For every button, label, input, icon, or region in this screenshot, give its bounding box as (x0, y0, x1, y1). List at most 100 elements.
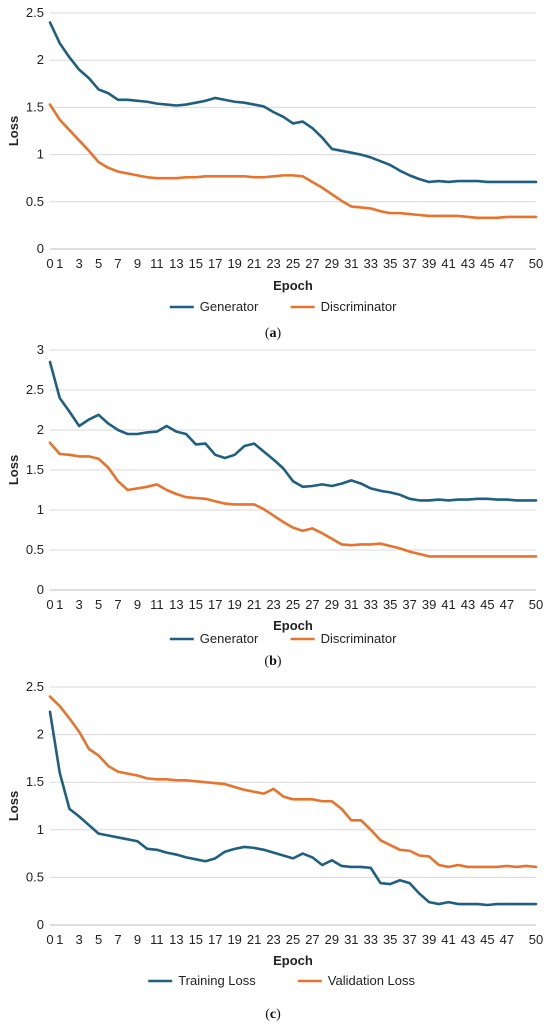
chart-panel-b: 0 0.5 1 1.5 2 2.5 3 0 1 3 5 7 9 11 13 15 17 19 21 23 25 27 29 3… (0, 340, 550, 670)
x-tick-label: 0 (46, 256, 53, 271)
x-tick-label: 29 (325, 597, 339, 612)
legend-label: Training Loss (178, 973, 256, 988)
x-tick-label: 23 (266, 597, 280, 612)
x-tick-label: 45 (480, 932, 494, 947)
x-tick-label: 33 (364, 932, 378, 947)
x-tick-label: 25 (286, 932, 300, 947)
x-tick-label: 15 (189, 932, 203, 947)
y-tick-label: 2.5 (26, 382, 44, 397)
x-tick-label: 23 (266, 932, 280, 947)
y-tick-label: 0 (37, 241, 44, 256)
x-tick-label: 17 (208, 597, 222, 612)
chart-panel-c: 0 0.5 1 1.5 2 2.5 0 1 3 5 7 9 11 13 15 17 19 21 23 25 27 29 31… (0, 670, 550, 1026)
series-line-validation-loss (48, 695, 538, 869)
x-tick-label: 45 (480, 597, 494, 612)
x-tick-label: 33 (364, 256, 378, 271)
y-tick-label: 2.5 (26, 5, 44, 20)
x-tick-label: 39 (422, 256, 436, 271)
y-axis-title: Loss (6, 455, 21, 485)
x-axis-title: Epoch (273, 953, 313, 968)
x-tick-label: 0 (46, 597, 53, 612)
x-tick-label: 50 (529, 597, 543, 612)
chart-b-svg: 00.511.522.530 1 3 5 7 9 11 13 15 17 19 21 23 25 27 29 3… (6, 342, 543, 669)
x-tick-label: 1 (56, 597, 63, 612)
x-tick-label: 11 (150, 932, 164, 947)
x-tick-label: 5 (95, 256, 102, 271)
x-tick-label: 50 (529, 256, 543, 271)
x-tick-label: 11 (150, 256, 164, 271)
y-tick-label: 3 (37, 342, 44, 357)
y-tick-label: 2.5 (26, 679, 44, 694)
x-tick-label: 37 (402, 932, 416, 947)
x-tick-label: 19 (227, 256, 241, 271)
x-tick-label: 50 (529, 932, 543, 947)
series-line-discriminator (48, 441, 538, 558)
x-tick-label: 13 (169, 932, 183, 947)
y-tick-label: 0.5 (26, 869, 44, 884)
x-tick-label: 41 (441, 932, 455, 947)
x-tick-label: 31 (344, 597, 358, 612)
y-tick-label: 2 (37, 52, 44, 67)
x-axis-title: Epoch (273, 278, 313, 293)
x-tick-label: 9 (134, 597, 141, 612)
y-tick-label: 2 (37, 727, 44, 742)
x-tick-label: 7 (114, 256, 121, 271)
series-line-generator (48, 360, 538, 502)
y-tick-label: 1 (37, 822, 44, 837)
y-tick-label: 1.5 (26, 99, 44, 114)
x-tick-label: 37 (402, 597, 416, 612)
x-tick-label: 29 (325, 256, 339, 271)
x-tick-label: 9 (134, 932, 141, 947)
x-tick-label: 3 (76, 932, 83, 947)
x-tick-label: 21 (247, 932, 261, 947)
x-tick-label: 31 (344, 932, 358, 947)
x-tick-label: 27 (305, 597, 319, 612)
x-tick-label: 5 (95, 597, 102, 612)
x-tick-label: 9 (134, 256, 141, 271)
x-tick-label: 33 (364, 597, 378, 612)
figure-caption: (b) (264, 654, 281, 669)
y-tick-label: 1.5 (26, 774, 44, 789)
x-tick-label: 19 (227, 597, 241, 612)
x-tick-label: 39 (422, 932, 436, 947)
figure-caption: (a) (265, 326, 282, 340)
x-tick-label: 7 (114, 932, 121, 947)
x-tick-label: 25 (286, 597, 300, 612)
y-tick-label: 0.5 (26, 194, 44, 209)
y-axis-title: Loss (6, 791, 21, 821)
x-tick-label: 39 (422, 597, 436, 612)
x-tick-label: 5 (95, 932, 102, 947)
x-tick-label: 35 (383, 597, 397, 612)
series-line-generator (48, 21, 538, 184)
y-axis-title: Loss (6, 116, 21, 146)
x-tick-label: 25 (286, 256, 300, 271)
x-tick-label: 27 (305, 932, 319, 947)
chart-c-svg: 00.511.522.50 1 3 5 7 9 11 13 15 17 19 21 23 25 27 29 31… (6, 679, 543, 1022)
x-tick-label: 47 (500, 932, 514, 947)
x-tick-label: 15 (189, 597, 203, 612)
x-tick-label: 19 (227, 932, 241, 947)
y-tick-label: 1 (37, 502, 44, 517)
series-line-training-loss (48, 710, 538, 907)
x-tick-label: 21 (247, 256, 261, 271)
x-tick-label: 35 (383, 932, 397, 947)
legend-label: Discriminator (321, 631, 398, 646)
x-axis-title: Epoch (273, 618, 313, 633)
x-tick-label: 41 (441, 256, 455, 271)
x-tick-label: 17 (208, 932, 222, 947)
x-tick-label: 1 (56, 932, 63, 947)
x-tick-label: 43 (461, 932, 475, 947)
x-tick-label: 23 (266, 256, 280, 271)
x-tick-label: 43 (461, 597, 475, 612)
y-tick-label: 1.5 (26, 462, 44, 477)
x-tick-label: 3 (76, 597, 83, 612)
x-tick-label: 27 (305, 256, 319, 271)
y-tick-label: 0 (37, 917, 44, 932)
y-tick-label: 0.5 (26, 542, 44, 557)
x-tick-label: 47 (500, 256, 514, 271)
chart-a-svg: 00.511.522.50 1 3 5 7 9 11 13 15 17 19 21 23 25 27 29 31… (6, 5, 543, 340)
x-tick-label: 31 (344, 256, 358, 271)
x-tick-label: 37 (402, 256, 416, 271)
x-tick-label: 45 (480, 256, 494, 271)
x-tick-label: 29 (325, 932, 339, 947)
